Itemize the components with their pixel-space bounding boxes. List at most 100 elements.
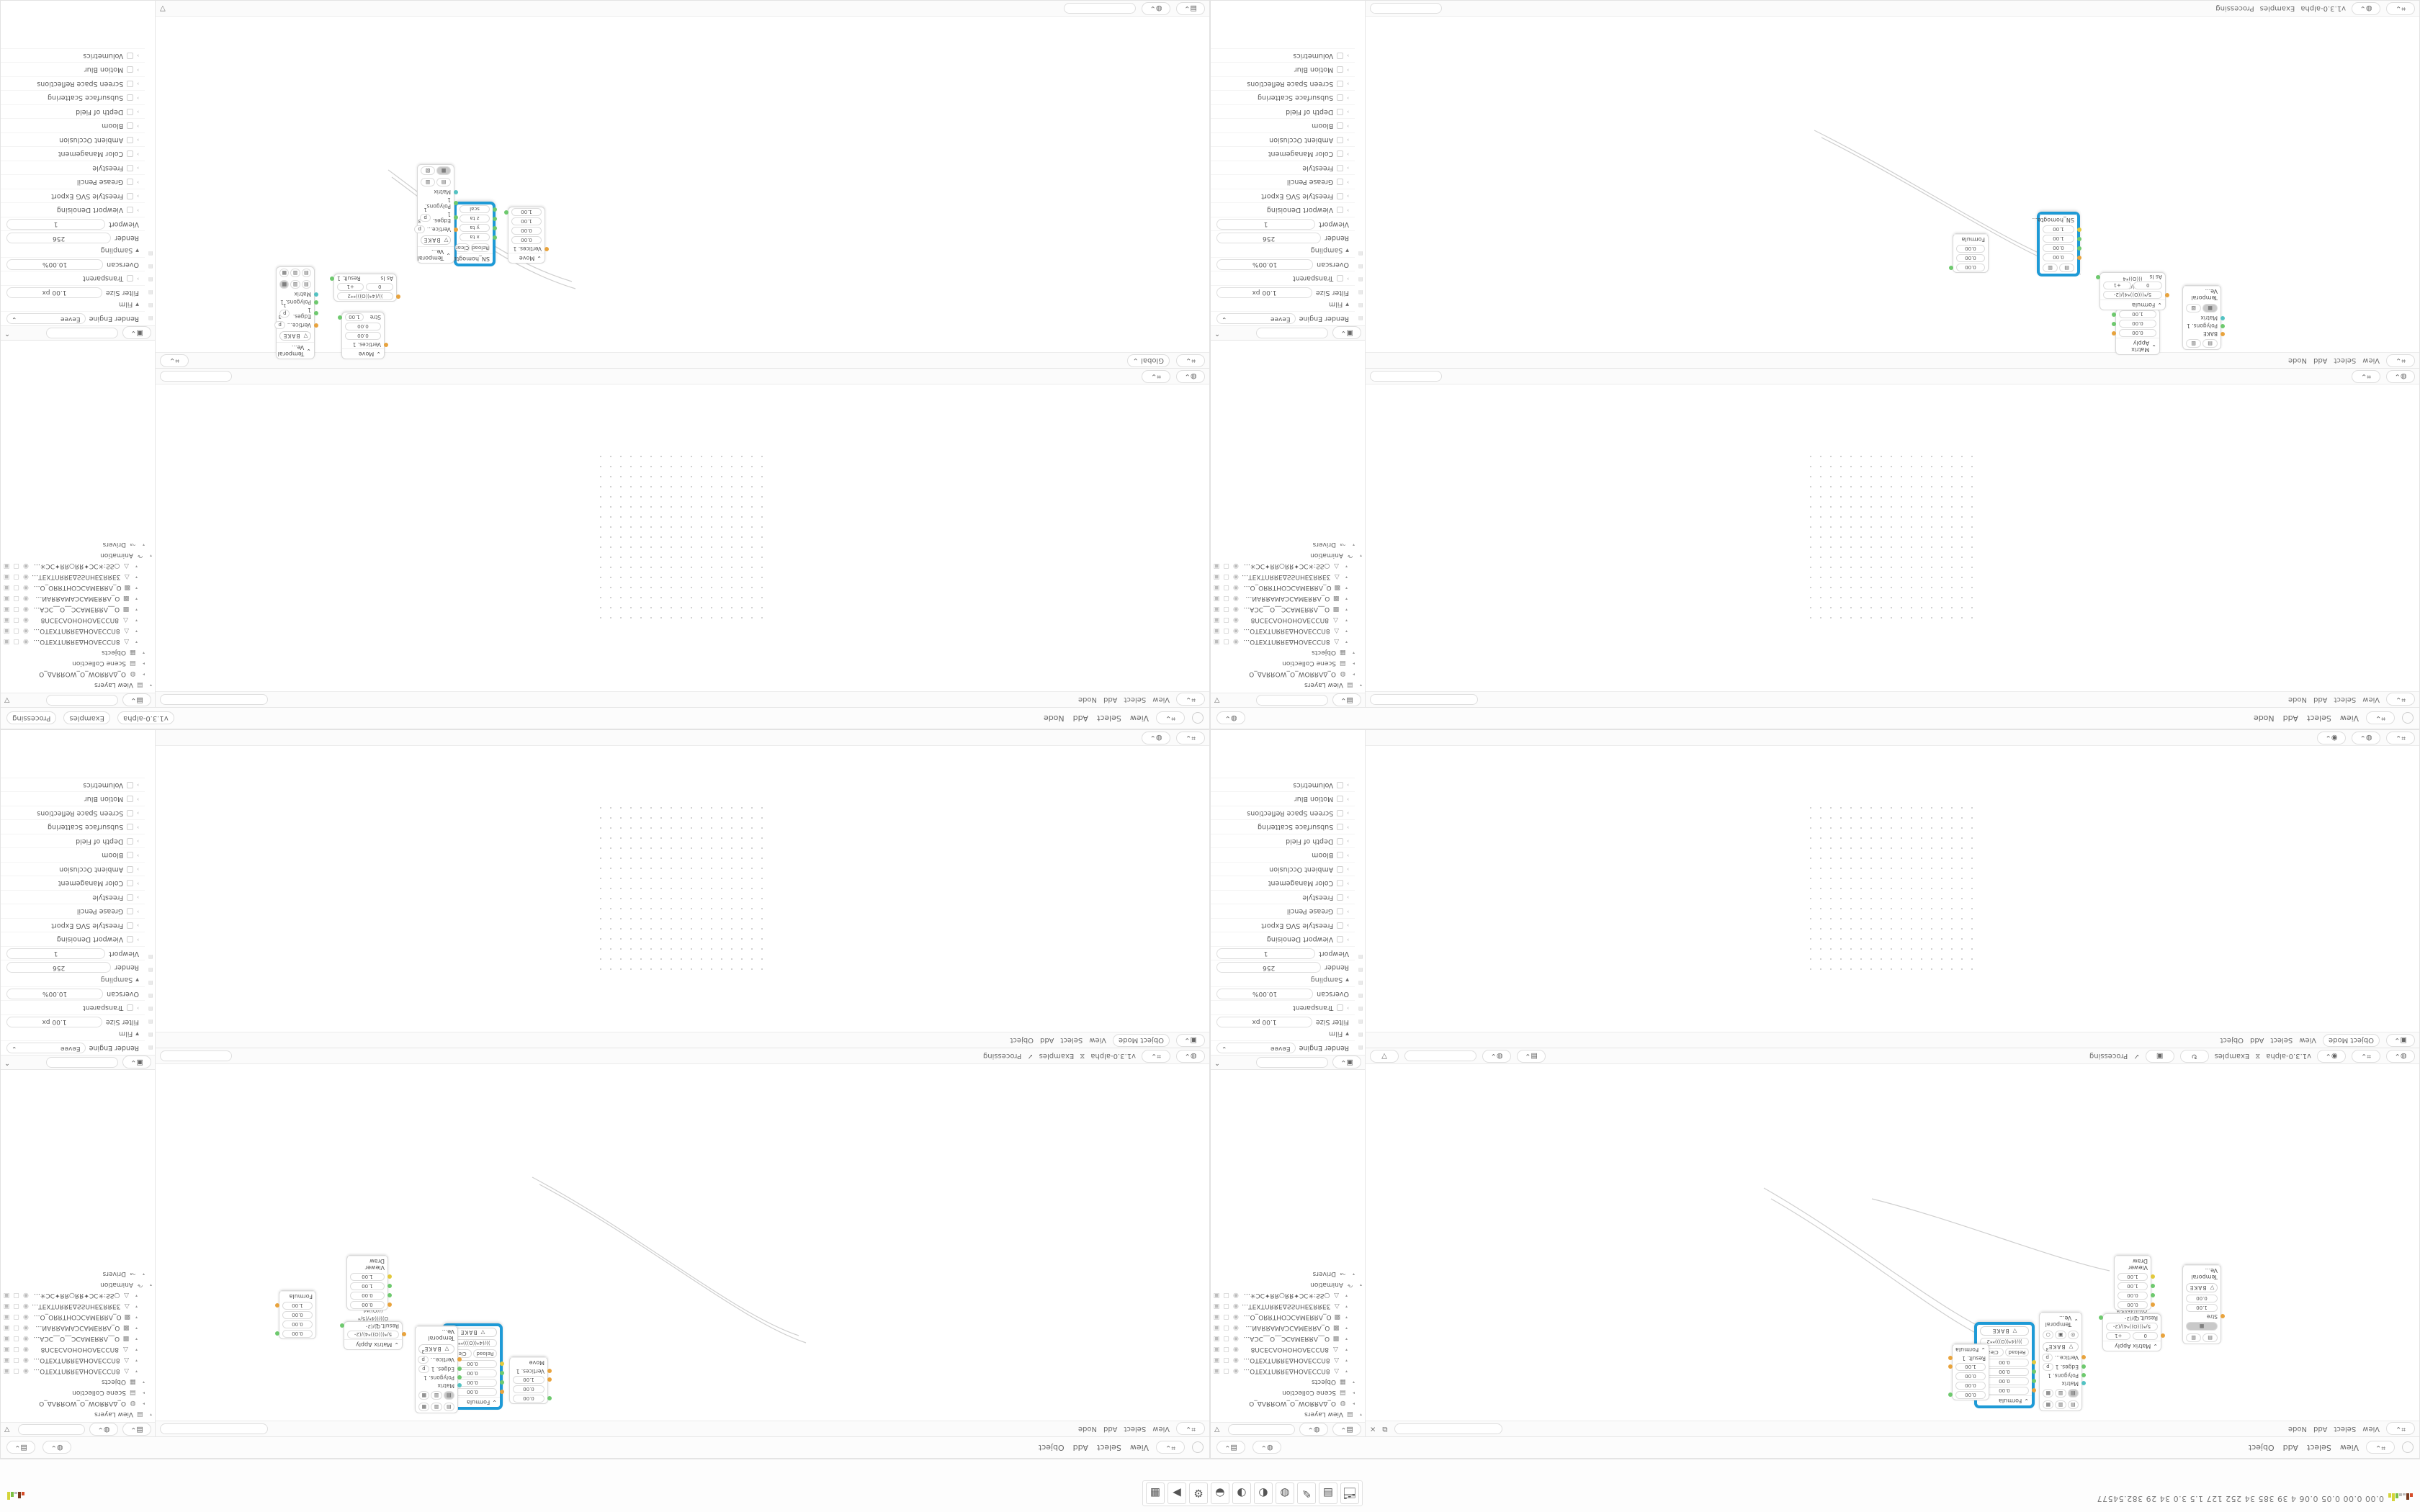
toggle-b[interactable]: ▥	[2043, 264, 2058, 273]
socket-in[interactable]	[396, 294, 400, 299]
editor-type-icon[interactable]: ▤⌄	[1332, 693, 1361, 707]
screen-icon[interactable]: ▢	[1223, 562, 1230, 570]
properties-toggle-row[interactable]: › Screen Space Reflections	[1211, 76, 1355, 91]
value-field[interactable]: p 3	[418, 1349, 429, 1364]
menu-item-object[interactable]: Object	[2248, 1443, 2275, 1452]
screen-icon[interactable]: ▢	[13, 1346, 20, 1354]
outliner-row-toggles[interactable]: ◉ ▢ ▣	[1214, 628, 1239, 635]
node-row[interactable]: Stre 1.00	[338, 312, 384, 322]
field-value[interactable]: 1	[1216, 218, 1315, 230]
node-row[interactable]: Polygons. 1	[277, 298, 318, 306]
value-field[interactable]: y ta	[460, 224, 490, 233]
render-icon[interactable]: ▣	[1214, 1346, 1220, 1354]
outliner-row[interactable]: ▾ △ ○ꙄꙄ:✳ϽϹ✦ЯЯ○ЯЯ✦ϽϹ✳:ꙄꙄ○ ◉ ▢ ▣	[1214, 561, 1362, 572]
outliner-row[interactable]: ▾ △ 8ՈϽƆƎΛOHΔƎЯЯՈTXƎTOTƎXƆ ◉ ▢ ▣	[1214, 626, 1362, 636]
properties-field-row[interactable]: Render 256	[1, 230, 145, 245]
node-header[interactable]: Viewer Draw	[2115, 1256, 2151, 1272]
chevron-right-icon[interactable]: ▸	[1352, 1390, 1355, 1395]
properties-field-row[interactable]: Render 256	[1, 960, 145, 974]
properties-toggle-row[interactable]: › Freestyle	[1211, 889, 1355, 904]
render-icon[interactable]: ▣	[1214, 1292, 1220, 1300]
outliner-row[interactable]: ▾ ↷ Animation	[4, 550, 152, 561]
render-engine-row[interactable]: Render Engine Eevee ⌄	[1211, 311, 1355, 325]
chevron-right-icon[interactable]: ›	[1347, 908, 1349, 914]
value-field[interactable]: 1.00	[2118, 1273, 2148, 1281]
node-move[interactable]: 0.00 0.00 1.00 Vertices. 1 Move	[509, 1356, 552, 1404]
chevron-right-icon[interactable]: ›	[1347, 922, 1349, 929]
collapse-icon[interactable]: ⌃	[1214, 1058, 1220, 1066]
socket-in[interactable]	[2220, 315, 2225, 320]
eye-icon[interactable]: ◉	[1233, 1335, 1239, 1343]
menu-item-select[interactable]: Select	[2306, 1443, 2331, 1452]
chevron-down-icon[interactable]: ▾	[1345, 629, 1348, 634]
socket-in[interactable]	[2220, 323, 2225, 328]
viewport-header[interactable]: ▣⌄ Object Mode View Select Add Object	[1366, 1032, 2419, 1048]
node-row[interactable]: Result. 1	[2099, 1314, 2161, 1322]
outliner-tree[interactable]: ▾ ▤ View Layers ▸ ◍ O_ΔΛЯЯOW_O_WOЯЯΛΔ_O ▸ ▤ Scen…	[1211, 341, 1365, 693]
properties-toggle-row[interactable]: › Color Management	[1, 146, 145, 161]
outliner-row-toggles[interactable]: ◉ ▢ ▣	[1214, 563, 1239, 570]
render-engine-select[interactable]: Eevee ⌄	[1216, 313, 1296, 325]
node-menu-view[interactable]: View	[1152, 696, 1170, 703]
chevron-right-icon[interactable]: ›	[1347, 137, 1349, 143]
value-field[interactable]: 1.00	[2043, 225, 2074, 234]
checkbox[interactable]	[127, 824, 134, 831]
toggle-d[interactable]: ▤	[443, 1391, 454, 1400]
eye-icon[interactable]: ◉	[1233, 584, 1239, 592]
collapse-icon[interactable]: ⌄	[1981, 1346, 1986, 1353]
snap-icon[interactable]: ◍⌄	[1176, 369, 1205, 383]
outliner-row[interactable]: ▾ ↝ Drivers	[4, 539, 152, 550]
checkbox[interactable]	[1337, 809, 1344, 816]
examples-button[interactable]: Examples	[2214, 1052, 2250, 1061]
socket-in[interactable]	[2077, 227, 2081, 232]
node-editor-footer[interactable]: ◍⌄ ⌗⌄	[1366, 369, 2419, 385]
screen-icon[interactable]: ▢	[13, 1313, 20, 1321]
node-buttons[interactable]: ▤ ▥	[2040, 262, 2077, 274]
properties-toggle-row[interactable]: › Transparent	[1, 1000, 145, 1014]
node-move[interactable]: ▤ ▥ ▦ Stre 1.00 0.00 ▽ BAKE Temporal Ve...	[2182, 1264, 2225, 1344]
eye-icon[interactable]: ◉	[1233, 562, 1239, 570]
new-tree-icon[interactable]: ⧉	[1382, 1425, 1388, 1433]
options-icon[interactable]: ⌗⌄	[160, 354, 189, 367]
reload-button[interactable]: Reload	[471, 243, 490, 253]
update-icon[interactable]: ↻	[2179, 1049, 2209, 1063]
chevron-down-icon[interactable]: ▾	[1345, 564, 1348, 569]
checkbox[interactable]	[1337, 80, 1344, 87]
render-icon[interactable]: ▣	[1214, 1335, 1220, 1343]
editor-type-icon[interactable]: ⌗⌄	[1176, 1422, 1205, 1436]
properties-toggle-row[interactable]: › Screen Space Reflections	[1, 76, 145, 91]
node-row[interactable]: 0.00	[2040, 243, 2081, 253]
viewport-menu-add[interactable]: Add	[2250, 1036, 2264, 1045]
chevron-down-icon[interactable]: ▾	[1345, 1358, 1348, 1363]
socket-in[interactable]	[2077, 255, 2081, 260]
render-icon[interactable]: ▣	[4, 562, 10, 570]
chevron-right-icon[interactable]: ›	[1347, 66, 1349, 73]
examples-button[interactable]: Examples	[1039, 1052, 1075, 1061]
properties-field-row[interactable]: Viewport 1	[1211, 216, 1355, 231]
value-field[interactable]: 0.00	[350, 1292, 385, 1300]
value-field[interactable]: 0.00	[345, 323, 381, 331]
node-number[interactable]: 0.00 0.00 0.00 1.00 Result. 1 ⌄ Formula	[1948, 1344, 1989, 1400]
node-row[interactable]: As Is Result. 1	[330, 274, 396, 282]
properties-section-header[interactable]: ▾ Film	[1, 299, 145, 311]
outliner-row[interactable]: ▾▩O_ΛЯЯƎMAϽϹOHTЯЯO_O_OЯЯTHϹ◉▢▣	[1214, 1312, 1362, 1323]
properties-toggle-row[interactable]: › Color Management	[1, 876, 145, 890]
node-header[interactable]: Temporal Ve...	[416, 1326, 457, 1343]
app-icon-notes[interactable]: ▦	[1146, 1482, 1165, 1504]
tab-world[interactable]: ▤	[1358, 263, 1363, 269]
outliner-row-toggles[interactable]: ◉ ▢ ▣	[1214, 574, 1239, 581]
node-number[interactable]: 0.00 0.00 0.00 1.00 Formula	[275, 1290, 316, 1339]
main-menu[interactable]: View Select Add Node	[2254, 714, 2359, 723]
app-icon-terminal[interactable]: ▤	[1319, 1482, 1337, 1504]
outliner-row-toggles[interactable]: ◉ ▢ ▣	[1214, 1292, 1239, 1300]
node-buttons[interactable]: ▤ ▥ ▦	[277, 267, 314, 279]
eye-icon[interactable]: ◉	[23, 627, 29, 635]
socket-in[interactable]	[2077, 246, 2081, 251]
properties-field-row[interactable]: Render 256	[1211, 230, 1355, 245]
socket-out[interactable]	[1949, 265, 1953, 270]
properties-field-row[interactable]: Filter Size 1.00 px	[1211, 1014, 1355, 1029]
node-row[interactable]: 5/*(((O))*4)/(2-O)/(2-O))/((4*/(5/*(((O)…	[2100, 276, 2169, 300]
eye-icon[interactable]: ◉	[23, 1356, 29, 1364]
socket-in[interactable]	[2151, 1302, 2155, 1308]
socket-in[interactable]	[2151, 1293, 2155, 1298]
